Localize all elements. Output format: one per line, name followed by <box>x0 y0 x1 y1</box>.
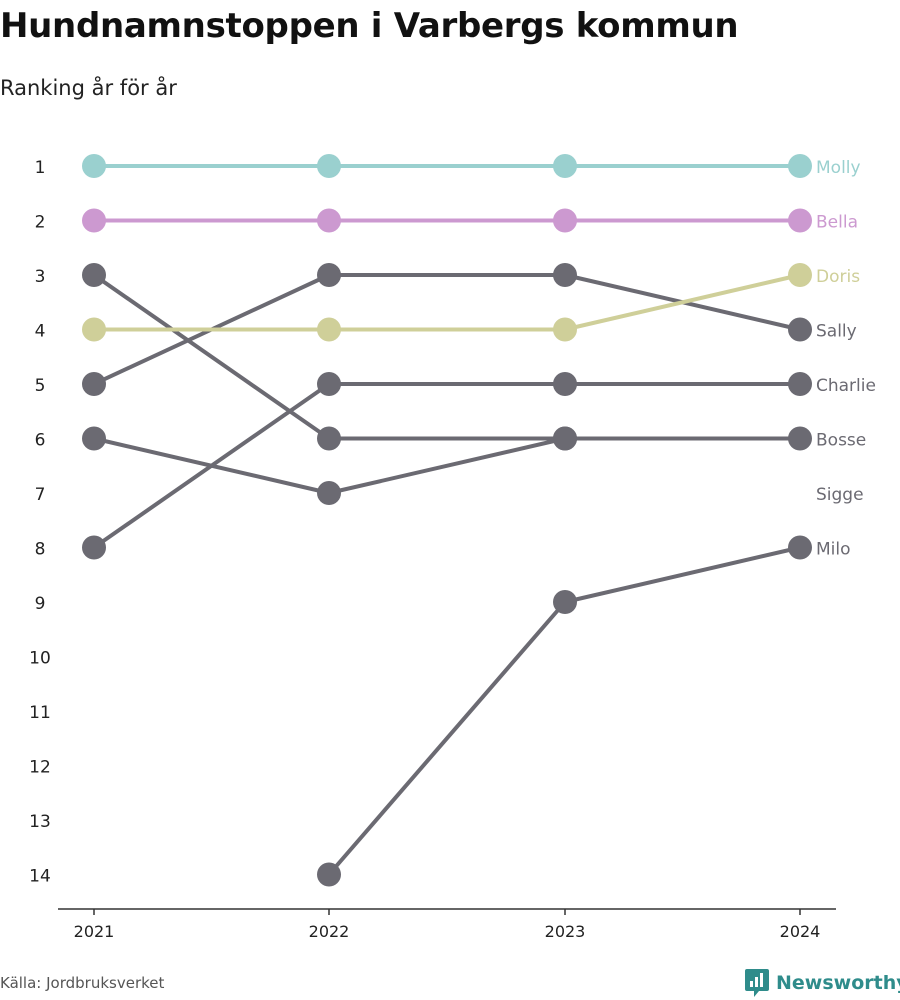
end-label-milo: Milo <box>816 540 851 560</box>
series-point-charlie <box>317 372 341 396</box>
end-label-charlie: Charlie <box>816 376 876 396</box>
end-label-sigge: Sigge <box>816 485 864 505</box>
y-tick-label: 13 <box>29 812 51 832</box>
x-tick-label: 2024 <box>780 922 821 941</box>
series-point-bella <box>553 208 577 233</box>
series-line-bosse <box>92 273 802 441</box>
series-point-charlie <box>82 535 106 560</box>
brand-name: Newsworthy <box>776 972 900 994</box>
y-tick-label: 12 <box>29 758 51 778</box>
end-label-molly: Molly <box>816 158 861 178</box>
series-point-sigge <box>553 426 577 451</box>
series-point-milo <box>788 535 812 560</box>
series-point-sally <box>317 263 341 287</box>
y-tick-label: 14 <box>29 867 51 887</box>
series-point-bella <box>82 208 106 233</box>
series-point-bella <box>788 208 812 233</box>
series-point-doris <box>317 317 341 342</box>
y-tick-label: 8 <box>35 540 46 560</box>
series-point-bosse <box>317 426 341 451</box>
series-line-doris <box>92 273 802 332</box>
series-point-molly <box>317 154 341 178</box>
series-point-doris <box>82 317 106 342</box>
series-point-bella <box>317 208 341 233</box>
chart-subtitle: Ranking år för år <box>0 76 177 100</box>
end-label-sally: Sally <box>816 322 857 342</box>
series-point-molly <box>82 154 106 178</box>
series-point-sigge <box>82 426 106 451</box>
series-point-molly <box>553 154 577 178</box>
y-tick-label: 4 <box>35 322 46 342</box>
y-tick-label: 10 <box>29 649 51 669</box>
series-point-bosse <box>82 263 106 287</box>
y-tick-label: 11 <box>29 703 51 723</box>
series-point-doris <box>788 263 812 287</box>
y-tick-label: 3 <box>35 267 46 287</box>
brand-logo[interactable]: Newsworthy <box>744 968 900 998</box>
y-tick-label: 1 <box>35 158 46 178</box>
series-point-milo <box>317 862 341 887</box>
y-tick-label: 2 <box>35 213 46 233</box>
end-label-bella: Bella <box>816 213 858 233</box>
x-tick-label: 2023 <box>545 922 586 941</box>
series-point-sigge <box>317 481 341 505</box>
chart-title: Hundnamnstoppen i Varbergs kommun <box>0 6 739 46</box>
series-point-charlie <box>553 372 577 396</box>
end-label-doris: Doris <box>816 267 860 287</box>
y-tick-label: 7 <box>35 485 46 505</box>
series-point-charlie <box>788 372 812 396</box>
source-note: Källa: Jordbruksverket <box>0 974 165 992</box>
y-tick-label: 6 <box>35 431 46 451</box>
bar-chart-badge-icon <box>745 969 769 997</box>
x-tick-label: 2021 <box>74 922 115 941</box>
series-point-sally <box>553 263 577 287</box>
series-point-doris <box>553 317 577 342</box>
end-label-bosse: Bosse <box>816 431 866 451</box>
x-tick-label: 2022 <box>309 922 350 941</box>
series-point-milo <box>553 590 577 614</box>
y-tick-label: 5 <box>35 376 46 396</box>
series-point-sally <box>82 372 106 396</box>
series-point-bosse <box>788 426 812 451</box>
series-point-molly <box>788 154 812 178</box>
series-point-sally <box>788 317 812 342</box>
y-tick-label: 9 <box>35 594 46 614</box>
